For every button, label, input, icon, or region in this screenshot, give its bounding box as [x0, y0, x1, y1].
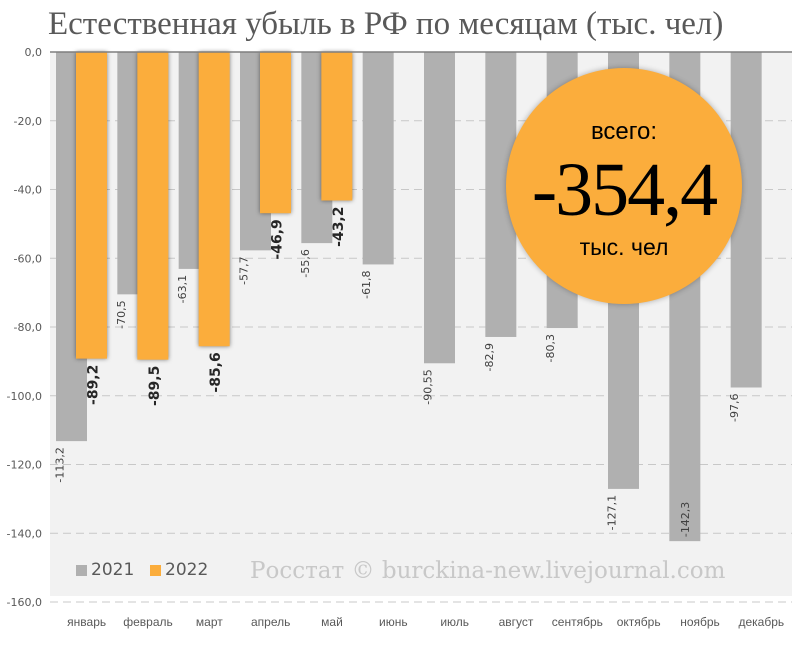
- x-tick-label: январь: [67, 615, 106, 629]
- data-label: -89,5: [147, 366, 163, 406]
- legend-2021: 2021: [76, 560, 134, 580]
- x-tick-label: март: [196, 615, 223, 629]
- x-tick-label: июль: [440, 615, 469, 629]
- bar-2022: [260, 52, 291, 214]
- y-tick-label: -20,0: [14, 115, 42, 128]
- bar-2021: [424, 52, 455, 364]
- bar-2022: [198, 52, 230, 347]
- x-tick-label: сентябрь: [552, 615, 603, 629]
- x-tick-label: декабрь: [738, 615, 784, 629]
- x-tick-label: апрель: [251, 615, 290, 629]
- data-label: -142,3: [679, 502, 692, 537]
- legend-2022: 2022: [150, 560, 208, 580]
- y-tick-label: -60,0: [14, 252, 42, 265]
- data-label: -82,9: [483, 343, 496, 371]
- y-tick-label: 0,0: [25, 46, 43, 59]
- data-label: -97,6: [728, 394, 741, 422]
- data-label: -63,1: [176, 275, 189, 303]
- callout-value: -354,4: [531, 148, 718, 232]
- watermark: Росстат © burckina-new.livejournal.com: [250, 558, 726, 584]
- x-tick-label: февраль: [123, 615, 173, 629]
- total-callout: всего: -354,4 тыс. чел: [506, 68, 742, 304]
- legend-swatch: [76, 564, 87, 576]
- y-tick-label: -140,0: [7, 527, 42, 540]
- y-tick-label: -80,0: [14, 321, 42, 334]
- data-label: -90,55: [422, 369, 435, 404]
- legend-label: 2022: [165, 560, 209, 580]
- data-label: -43,2: [331, 207, 347, 247]
- x-tick-label: октябрь: [617, 615, 661, 629]
- y-tick-label: -160,0: [7, 596, 42, 609]
- bar-2022: [137, 52, 169, 360]
- bar-2022: [321, 52, 353, 201]
- y-tick-label: -120,0: [7, 459, 42, 472]
- data-label: -113,2: [54, 447, 67, 482]
- data-label: -57,7: [238, 256, 251, 284]
- bar-2021: [362, 52, 394, 265]
- x-tick-label: июнь: [379, 615, 408, 629]
- legend-swatch: [150, 564, 161, 576]
- x-tick-label: август: [499, 615, 534, 629]
- chart-title: Естественная убыль в РФ по месяцам (тыс.…: [48, 6, 724, 42]
- y-tick-label: -100,0: [7, 390, 42, 403]
- data-label: -46,9: [270, 219, 286, 259]
- data-label: -80,3: [544, 334, 557, 362]
- x-tick-label: ноябрь: [680, 615, 720, 629]
- callout-label: всего:: [590, 118, 658, 145]
- callout-unit: тыс. чел: [579, 234, 669, 260]
- legend-label: 2021: [91, 560, 135, 580]
- bar-2022: [76, 52, 107, 359]
- data-label: -127,1: [606, 495, 619, 530]
- y-tick-label: -40,0: [14, 184, 42, 197]
- data-label: -70,5: [115, 300, 128, 328]
- x-tick-label: май: [321, 615, 343, 629]
- data-label: -55,6: [299, 249, 312, 277]
- data-label: -61,8: [360, 270, 373, 298]
- data-label: -89,2: [86, 365, 102, 405]
- data-label: -85,6: [208, 352, 224, 392]
